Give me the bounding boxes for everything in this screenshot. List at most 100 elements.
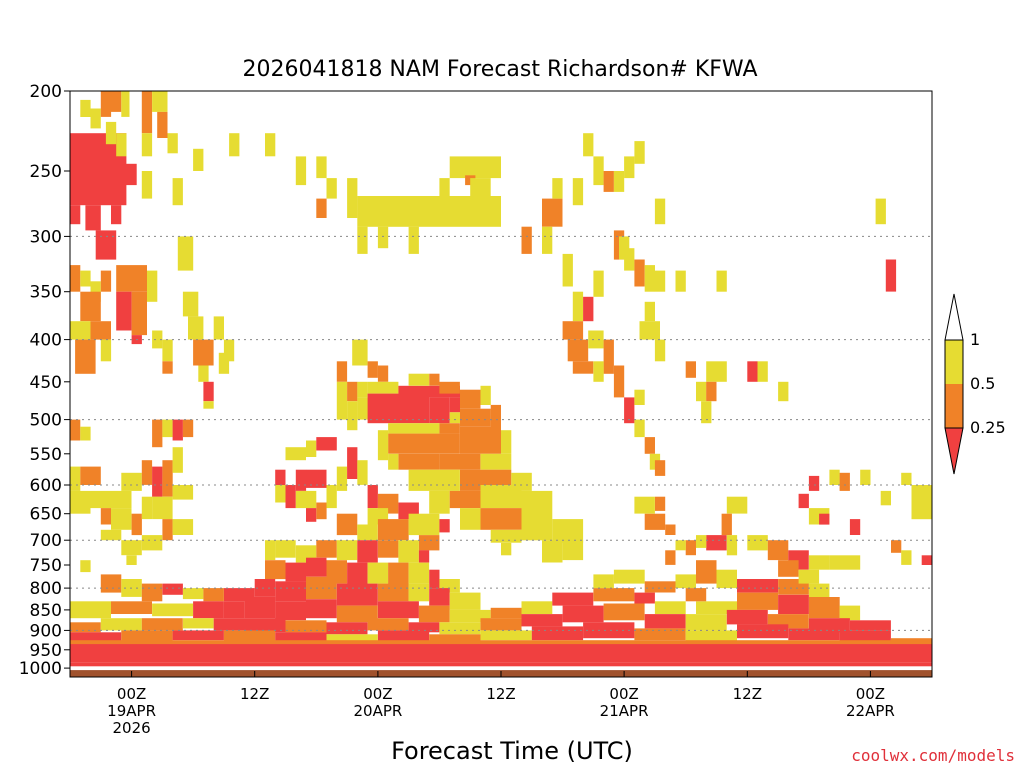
ri-cell	[439, 423, 460, 434]
ri-cell	[131, 513, 142, 536]
ri-cell	[460, 508, 481, 530]
ri-cell	[603, 603, 645, 621]
ri-cell	[798, 493, 809, 509]
ri-cell	[126, 555, 137, 565]
ri-cell	[726, 609, 768, 625]
ri-cell	[357, 381, 368, 398]
ri-cell	[188, 316, 204, 340]
ri-cell	[229, 133, 240, 157]
ri-cell	[685, 614, 727, 631]
ri-cell	[100, 529, 122, 541]
ri-cell	[480, 485, 522, 509]
ri-cell	[778, 381, 789, 402]
ri-cell	[285, 485, 296, 509]
colorbar-label-1: 1	[970, 330, 980, 349]
ri-cell	[408, 373, 430, 386]
ri-cell	[336, 466, 348, 491]
ri-cell	[213, 618, 245, 631]
ri-cell	[634, 259, 645, 287]
ri-cell	[901, 550, 912, 565]
ri-cell	[593, 270, 604, 297]
ri-cell	[480, 453, 512, 470]
ri-cell	[634, 592, 655, 604]
ri-cell	[275, 581, 306, 602]
ri-cell	[177, 236, 194, 271]
ri-cell	[326, 178, 337, 199]
ri-cell	[336, 361, 348, 382]
ri-cell	[429, 588, 450, 606]
ri-cell	[388, 453, 399, 470]
ri-cell	[593, 574, 614, 589]
ri-cell	[567, 339, 589, 362]
y-tick-label: 250	[30, 162, 62, 182]
ri-cell	[316, 156, 327, 179]
ri-cell	[198, 365, 209, 382]
ri-cell	[152, 496, 173, 520]
ri-cell	[408, 469, 460, 491]
ri-cell	[306, 599, 337, 619]
ri-cell	[716, 270, 727, 292]
ri-cell	[429, 569, 440, 589]
y-tick-label: 300	[30, 227, 62, 247]
ri-cell	[70, 601, 111, 619]
ri-cell	[706, 361, 717, 382]
ri-cell	[316, 502, 327, 520]
ri-cell	[80, 291, 101, 322]
ri-cell	[265, 560, 286, 580]
colorbar-label-0.25: 0.25	[970, 418, 1006, 437]
ri-cell	[696, 381, 707, 402]
ri-cell	[172, 519, 194, 535]
ri-cell	[316, 198, 327, 218]
ri-cell	[70, 653, 932, 663]
ri-cell	[377, 365, 389, 382]
ri-cell	[562, 605, 604, 623]
colorbar-top-arrow	[944, 293, 964, 341]
ri-cell	[696, 535, 707, 548]
ri-cell	[105, 121, 117, 145]
colorbar-bottom-arrow	[944, 427, 964, 475]
ri-cell	[377, 601, 419, 619]
ri-cell	[357, 196, 501, 227]
ri-cell	[141, 535, 163, 551]
ri-cell	[849, 620, 891, 631]
ri-cell	[275, 632, 327, 644]
ri-cell	[613, 569, 645, 584]
ri-cell	[244, 597, 276, 619]
ri-cell	[593, 156, 604, 186]
ri-cell	[562, 253, 573, 287]
ri-cell	[172, 447, 183, 473]
ri-cell	[141, 91, 153, 134]
ri-cell	[162, 583, 183, 595]
ri-cell	[70, 490, 91, 514]
ri-cell	[562, 321, 584, 340]
ri-cell	[182, 419, 194, 438]
ri-cell	[285, 447, 306, 461]
ri-cell	[418, 605, 450, 623]
ri-cell	[654, 460, 666, 476]
ri-cell	[90, 321, 111, 340]
ri-cell	[521, 601, 553, 614]
ri-cell	[70, 466, 81, 491]
ri-cell	[490, 529, 522, 543]
colorbar-frame	[944, 339, 964, 429]
ri-cell	[111, 508, 132, 530]
ri-cell	[193, 148, 204, 171]
ri-cell	[398, 540, 419, 563]
ri-cell	[460, 408, 491, 427]
plot-area	[69, 90, 933, 678]
ri-cell	[254, 579, 276, 597]
ri-cell	[583, 622, 635, 639]
y-tick-label: 700	[30, 531, 62, 551]
ri-cell	[634, 496, 655, 514]
ri-cell	[849, 519, 861, 535]
ri-cell	[75, 339, 96, 374]
ri-cell	[593, 588, 635, 602]
ri-cell	[429, 397, 450, 424]
ri-cell	[203, 381, 214, 402]
ri-cell	[152, 419, 163, 448]
ri-cell	[808, 583, 830, 597]
ri-cell	[408, 226, 419, 254]
ri-cell	[654, 198, 666, 225]
ri-cell	[357, 226, 368, 254]
